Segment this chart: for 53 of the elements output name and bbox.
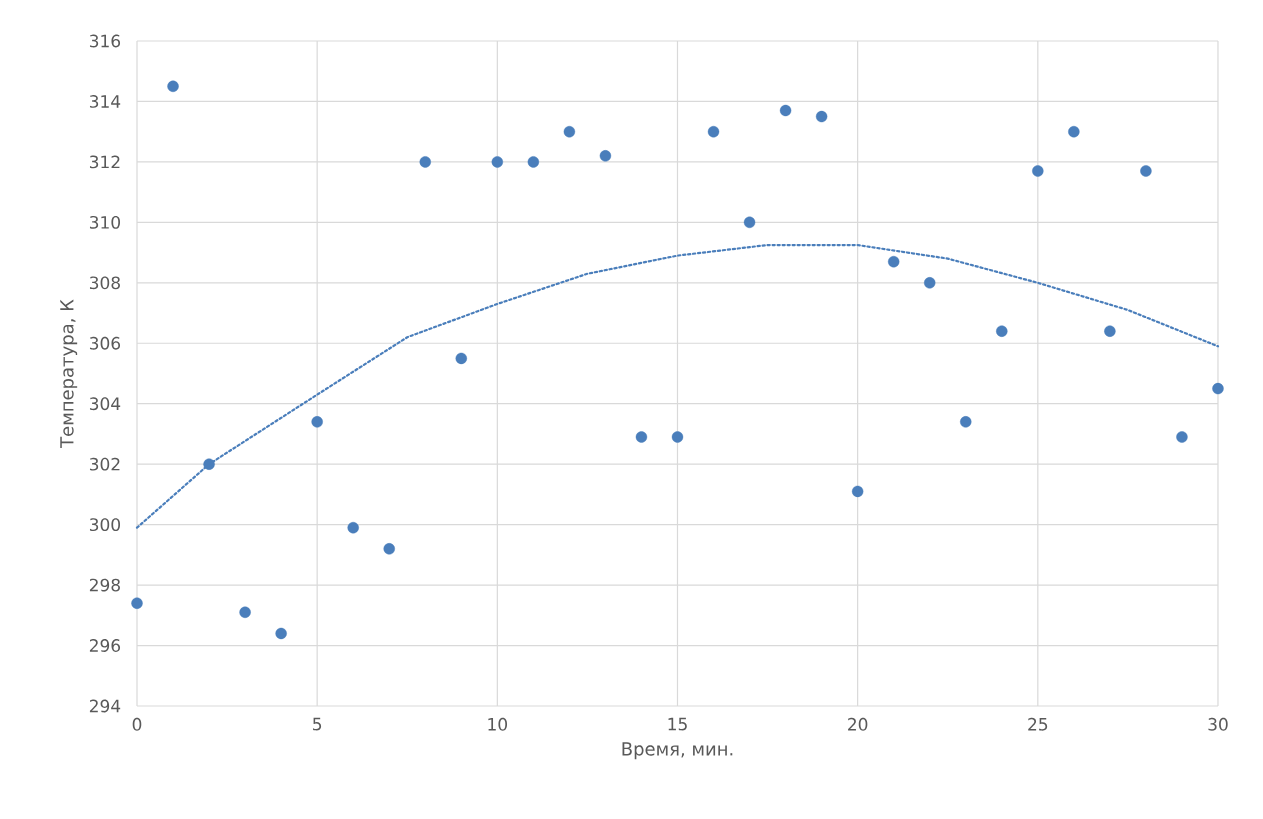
x-axis-title: Время, мин. xyxy=(622,742,733,760)
point xyxy=(1104,325,1116,337)
x-tick-label: 20 xyxy=(848,717,868,731)
point xyxy=(563,125,576,138)
point xyxy=(311,416,323,428)
point xyxy=(707,125,720,138)
point xyxy=(1212,382,1224,395)
point xyxy=(960,416,972,428)
y-axis-title: Температура, К xyxy=(60,299,78,448)
y-tick-label: 312 xyxy=(89,155,120,169)
point xyxy=(167,80,179,93)
point xyxy=(527,156,540,168)
point xyxy=(347,521,359,534)
x-tick-label: 5 xyxy=(313,717,322,731)
point xyxy=(455,352,467,365)
point xyxy=(635,431,648,443)
point xyxy=(779,104,792,117)
point xyxy=(996,325,1008,337)
point xyxy=(1032,165,1044,177)
x-tick-label: 30 xyxy=(1208,717,1228,731)
point xyxy=(275,627,287,640)
y-tick-label: 308 xyxy=(89,276,120,290)
point xyxy=(815,110,828,123)
point xyxy=(203,458,215,470)
y-tick-label: 300 xyxy=(89,518,120,532)
point xyxy=(1068,125,1080,138)
point xyxy=(419,156,431,168)
x-tick-label: 25 xyxy=(1028,717,1048,731)
y-tick-label: 302 xyxy=(89,457,120,471)
point xyxy=(383,543,395,555)
x-tick-label: 0 xyxy=(132,717,142,731)
y-tick-label: 298 xyxy=(89,578,120,592)
y-tick-label: 314 xyxy=(89,95,121,108)
point xyxy=(851,485,864,498)
y-tick-label: 310 xyxy=(89,215,120,229)
line-series xyxy=(135,243,1220,529)
point xyxy=(924,277,936,289)
point xyxy=(887,255,900,268)
y-tick-label: 294 xyxy=(89,699,121,713)
y-tick-label: 296 xyxy=(89,639,121,652)
point xyxy=(491,156,504,168)
x-tick-label: 15 xyxy=(668,717,687,731)
point xyxy=(599,150,612,162)
point xyxy=(131,597,143,609)
point xyxy=(239,606,251,618)
y-tick-label: 304 xyxy=(89,397,121,411)
y-tick-label: 316 xyxy=(89,34,121,48)
point xyxy=(671,431,684,443)
y-tick-label: 306 xyxy=(89,336,121,350)
point xyxy=(1140,165,1152,177)
point xyxy=(743,216,756,229)
x-tick-label: 10 xyxy=(488,717,508,731)
point xyxy=(1176,431,1188,443)
